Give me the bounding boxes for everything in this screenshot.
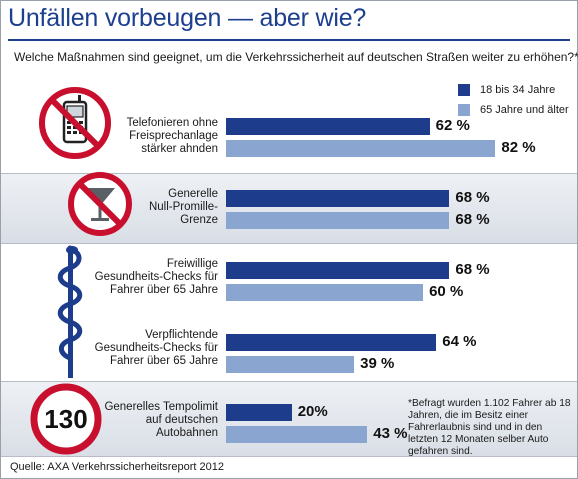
phone-prohibited-icon	[39, 87, 111, 159]
legend-swatch-old	[458, 104, 470, 116]
category-label-line: Fahrer über 65 Jahre	[109, 355, 218, 367]
chart-subtitle: Welche Maßnahmen sind geeignet, um die V…	[14, 50, 578, 64]
legend-label-young: 18 bis 34 Jahre	[480, 84, 556, 96]
category-label: Verpflichtende Gesundheits-Checks für Fahr…	[48, 329, 218, 368]
category-label-line: Generelles Tempolimit	[104, 401, 218, 413]
data-label: 68 %	[455, 261, 490, 278]
category-label-line: Autobahnen	[155, 427, 218, 439]
footnote: *Befragt wurden 1.102 Fahrer ab 18 Jahre…	[408, 398, 571, 457]
category-label: Generelles Tempolimit auf deutschen Autoba…	[48, 401, 218, 440]
legend-label-old: 65 Jahre und älter	[480, 104, 569, 116]
band-separator	[1, 243, 577, 244]
data-label: 39 %	[360, 355, 395, 372]
band-separator	[1, 173, 577, 174]
category-label-line: Freisprechanlage	[129, 130, 218, 142]
bar-young	[226, 262, 450, 279]
chart-title: Unfällen vorbeugen — aber wie?	[8, 4, 367, 32]
speed-sign-text: 130	[44, 404, 87, 434]
aesculapian-staff-icon	[57, 245, 83, 378]
category-label-line: Gesundheits-Checks für	[94, 342, 218, 354]
data-label: 43 %	[373, 425, 408, 442]
category-label-line: Verpflichtende	[145, 329, 218, 341]
bar-young	[226, 404, 292, 421]
data-label: 68 %	[455, 189, 490, 206]
category-label-line: Null-Promille-	[148, 201, 218, 213]
data-label: 62 %	[435, 117, 470, 134]
category-label-line: Generelle	[168, 188, 218, 200]
cocktail-prohibited-icon	[68, 172, 132, 236]
band-separator	[1, 456, 577, 457]
band-separator	[1, 381, 577, 382]
data-label: 64 %	[442, 333, 477, 350]
category-label-line: Freiwillige	[166, 258, 218, 270]
category-label: Telefonieren ohne Freisprechanlage stärker…	[48, 117, 218, 156]
category-label-line: Grenze	[180, 214, 218, 226]
bar-old	[226, 140, 496, 157]
category-label-line: stärker ahnden	[141, 143, 218, 155]
title-underline	[8, 39, 570, 41]
category-label: Generelle Null-Promille- Grenze	[48, 188, 218, 227]
bar-old	[226, 212, 450, 229]
data-label: 68 %	[455, 211, 490, 228]
category-label-line: Fahrer über 65 Jahre	[109, 284, 218, 296]
data-label: 60 %	[429, 283, 464, 300]
bar-young	[226, 190, 450, 207]
category-label-line: auf deutschen	[145, 414, 218, 426]
speed-limit-sign-icon: 130	[30, 383, 102, 455]
bar-old	[226, 426, 368, 443]
category-label: Freiwillige Gesundheits-Checks für Fahrer …	[48, 258, 218, 297]
category-label-line: Gesundheits-Checks für	[94, 271, 218, 283]
data-label: 82 %	[501, 139, 536, 156]
category-label-line: Telefonieren ohne	[126, 117, 218, 129]
bar-young	[226, 334, 437, 351]
bar-young	[226, 118, 430, 135]
legend-swatch-young	[458, 84, 470, 96]
source-note: Quelle: AXA Verkehrssicherheitsreport 20…	[10, 461, 225, 473]
bar-old	[226, 284, 424, 301]
bar-old	[226, 356, 355, 373]
data-label: 20%	[297, 403, 328, 420]
